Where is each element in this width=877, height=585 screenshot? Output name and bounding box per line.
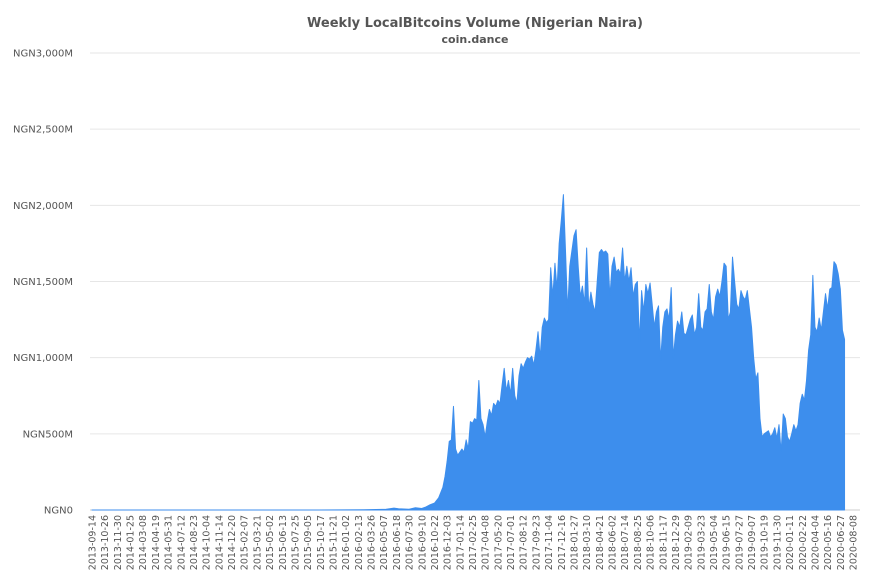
x-tick-label: 2020-05-16 xyxy=(823,515,834,570)
x-tick-label: 2018-12-29 xyxy=(671,515,682,570)
chart-title: Weekly LocalBitcoins Volume (Nigerian Na… xyxy=(307,16,643,31)
x-tick-label: 2013-11-30 xyxy=(113,515,124,570)
grid-lines xyxy=(90,52,860,511)
x-tick-label: 2017-05-20 xyxy=(493,515,504,570)
x-tick-label: 2015-05-02 xyxy=(265,515,276,570)
x-tick-label: 2016-12-03 xyxy=(443,515,454,570)
x-tick-label: 2014-05-31 xyxy=(164,515,175,570)
x-tick-label: 2017-09-23 xyxy=(531,515,542,570)
x-tick-label: 2018-10-06 xyxy=(646,515,657,570)
x-tick-label: 2014-01-25 xyxy=(126,515,137,570)
x-tick-label: 2018-04-21 xyxy=(595,515,606,570)
y-tick-label: NGN3,000M xyxy=(13,49,73,60)
x-tick-label: 2020-02-22 xyxy=(798,515,809,570)
x-tick-label: 2017-02-25 xyxy=(468,515,479,570)
x-tick-label: 2018-06-02 xyxy=(608,515,619,570)
y-tick-label: NGN2,500M xyxy=(13,125,73,136)
x-tick-label: 2019-09-07 xyxy=(747,515,758,570)
plot-area xyxy=(91,194,846,511)
area-series xyxy=(91,194,846,511)
x-tick-label: 2016-07-30 xyxy=(405,515,416,570)
x-tick-label: 2019-03-23 xyxy=(696,515,707,570)
x-tick-label: 2016-10-22 xyxy=(430,515,441,570)
x-tick-label: 2019-05-04 xyxy=(709,515,720,570)
y-tick-label: NGN1,000M xyxy=(13,353,73,364)
x-tick-label: 2013-10-26 xyxy=(100,515,111,570)
x-tick-label: 2018-11-17 xyxy=(658,515,669,570)
x-tick-label: 2014-07-12 xyxy=(176,515,187,570)
x-tick-label: 2019-02-09 xyxy=(684,515,695,570)
x-tick-label: 2018-03-10 xyxy=(582,515,593,570)
x-tick-label: 2017-12-16 xyxy=(557,515,568,570)
x-tick-label: 2019-06-15 xyxy=(722,515,733,570)
x-tick-label: 2015-09-05 xyxy=(303,515,314,570)
x-tick-label: 2019-11-30 xyxy=(772,515,783,570)
y-tick-label: NGN2,000M xyxy=(13,201,73,212)
x-tick-label: 2018-08-25 xyxy=(633,515,644,570)
x-tick-label: 2015-06-13 xyxy=(278,515,289,570)
x-tick-label: 2017-08-12 xyxy=(519,515,530,570)
x-tick-label: 2020-04-04 xyxy=(810,515,821,570)
x-axis-tick-labels: 2013-09-14 2013-10-26 2013-11-30 2014-01-25… xyxy=(88,515,860,570)
x-tick-label: 2018-07-14 xyxy=(620,515,631,570)
x-tick-label: 2020-01-11 xyxy=(785,515,796,570)
x-tick-label: 2019-10-19 xyxy=(760,515,771,570)
x-tick-label: 2014-08-23 xyxy=(189,515,200,570)
y-axis-tick-labels: NGN0 NGN500M NGN1,000M NGN1,500M NGN2,000M NG… xyxy=(13,49,73,517)
y-tick-label: NGN500M xyxy=(23,429,73,440)
x-tick-label: 2020-06-27 xyxy=(836,515,847,570)
x-tick-label: 2014-12-20 xyxy=(227,515,238,570)
x-tick-label: 2016-02-13 xyxy=(354,515,365,570)
x-tick-label: 2013-09-14 xyxy=(88,515,99,570)
x-tick-label: 2015-02-07 xyxy=(240,515,251,570)
x-tick-label: 2020-08-08 xyxy=(849,515,860,570)
x-tick-label: 2014-10-04 xyxy=(202,515,213,570)
x-tick-label: 2018-01-27 xyxy=(569,515,580,570)
x-tick-label: 2016-06-18 xyxy=(392,515,403,570)
x-tick-label: 2015-11-21 xyxy=(328,515,339,570)
x-tick-label: 2016-05-07 xyxy=(379,515,390,570)
x-tick-label: 2014-11-14 xyxy=(214,515,225,570)
x-tick-label: 2016-03-26 xyxy=(367,515,378,570)
y-tick-label: NGN0 xyxy=(44,506,73,517)
x-tick-label: 2019-07-27 xyxy=(734,515,745,570)
x-tick-label: 2015-10-17 xyxy=(316,515,327,570)
x-tick-label: 2016-01-02 xyxy=(341,515,352,570)
x-tick-label: 2016-09-10 xyxy=(417,515,428,570)
x-tick-label: 2014-03-08 xyxy=(138,515,149,570)
x-tick-label: 2017-11-04 xyxy=(544,515,555,570)
x-tick-label: 2017-07-01 xyxy=(506,515,517,570)
x-tick-label: 2015-03-21 xyxy=(252,515,263,570)
y-tick-label: NGN1,500M xyxy=(13,277,73,288)
x-tick-label: 2017-04-08 xyxy=(481,515,492,570)
chart-subtitle: coin.dance xyxy=(442,33,509,46)
x-tick-label: 2015-07-25 xyxy=(290,515,301,570)
x-tick-label: 2017-01-14 xyxy=(455,515,466,570)
x-tick-label: 2014-04-19 xyxy=(151,515,162,570)
